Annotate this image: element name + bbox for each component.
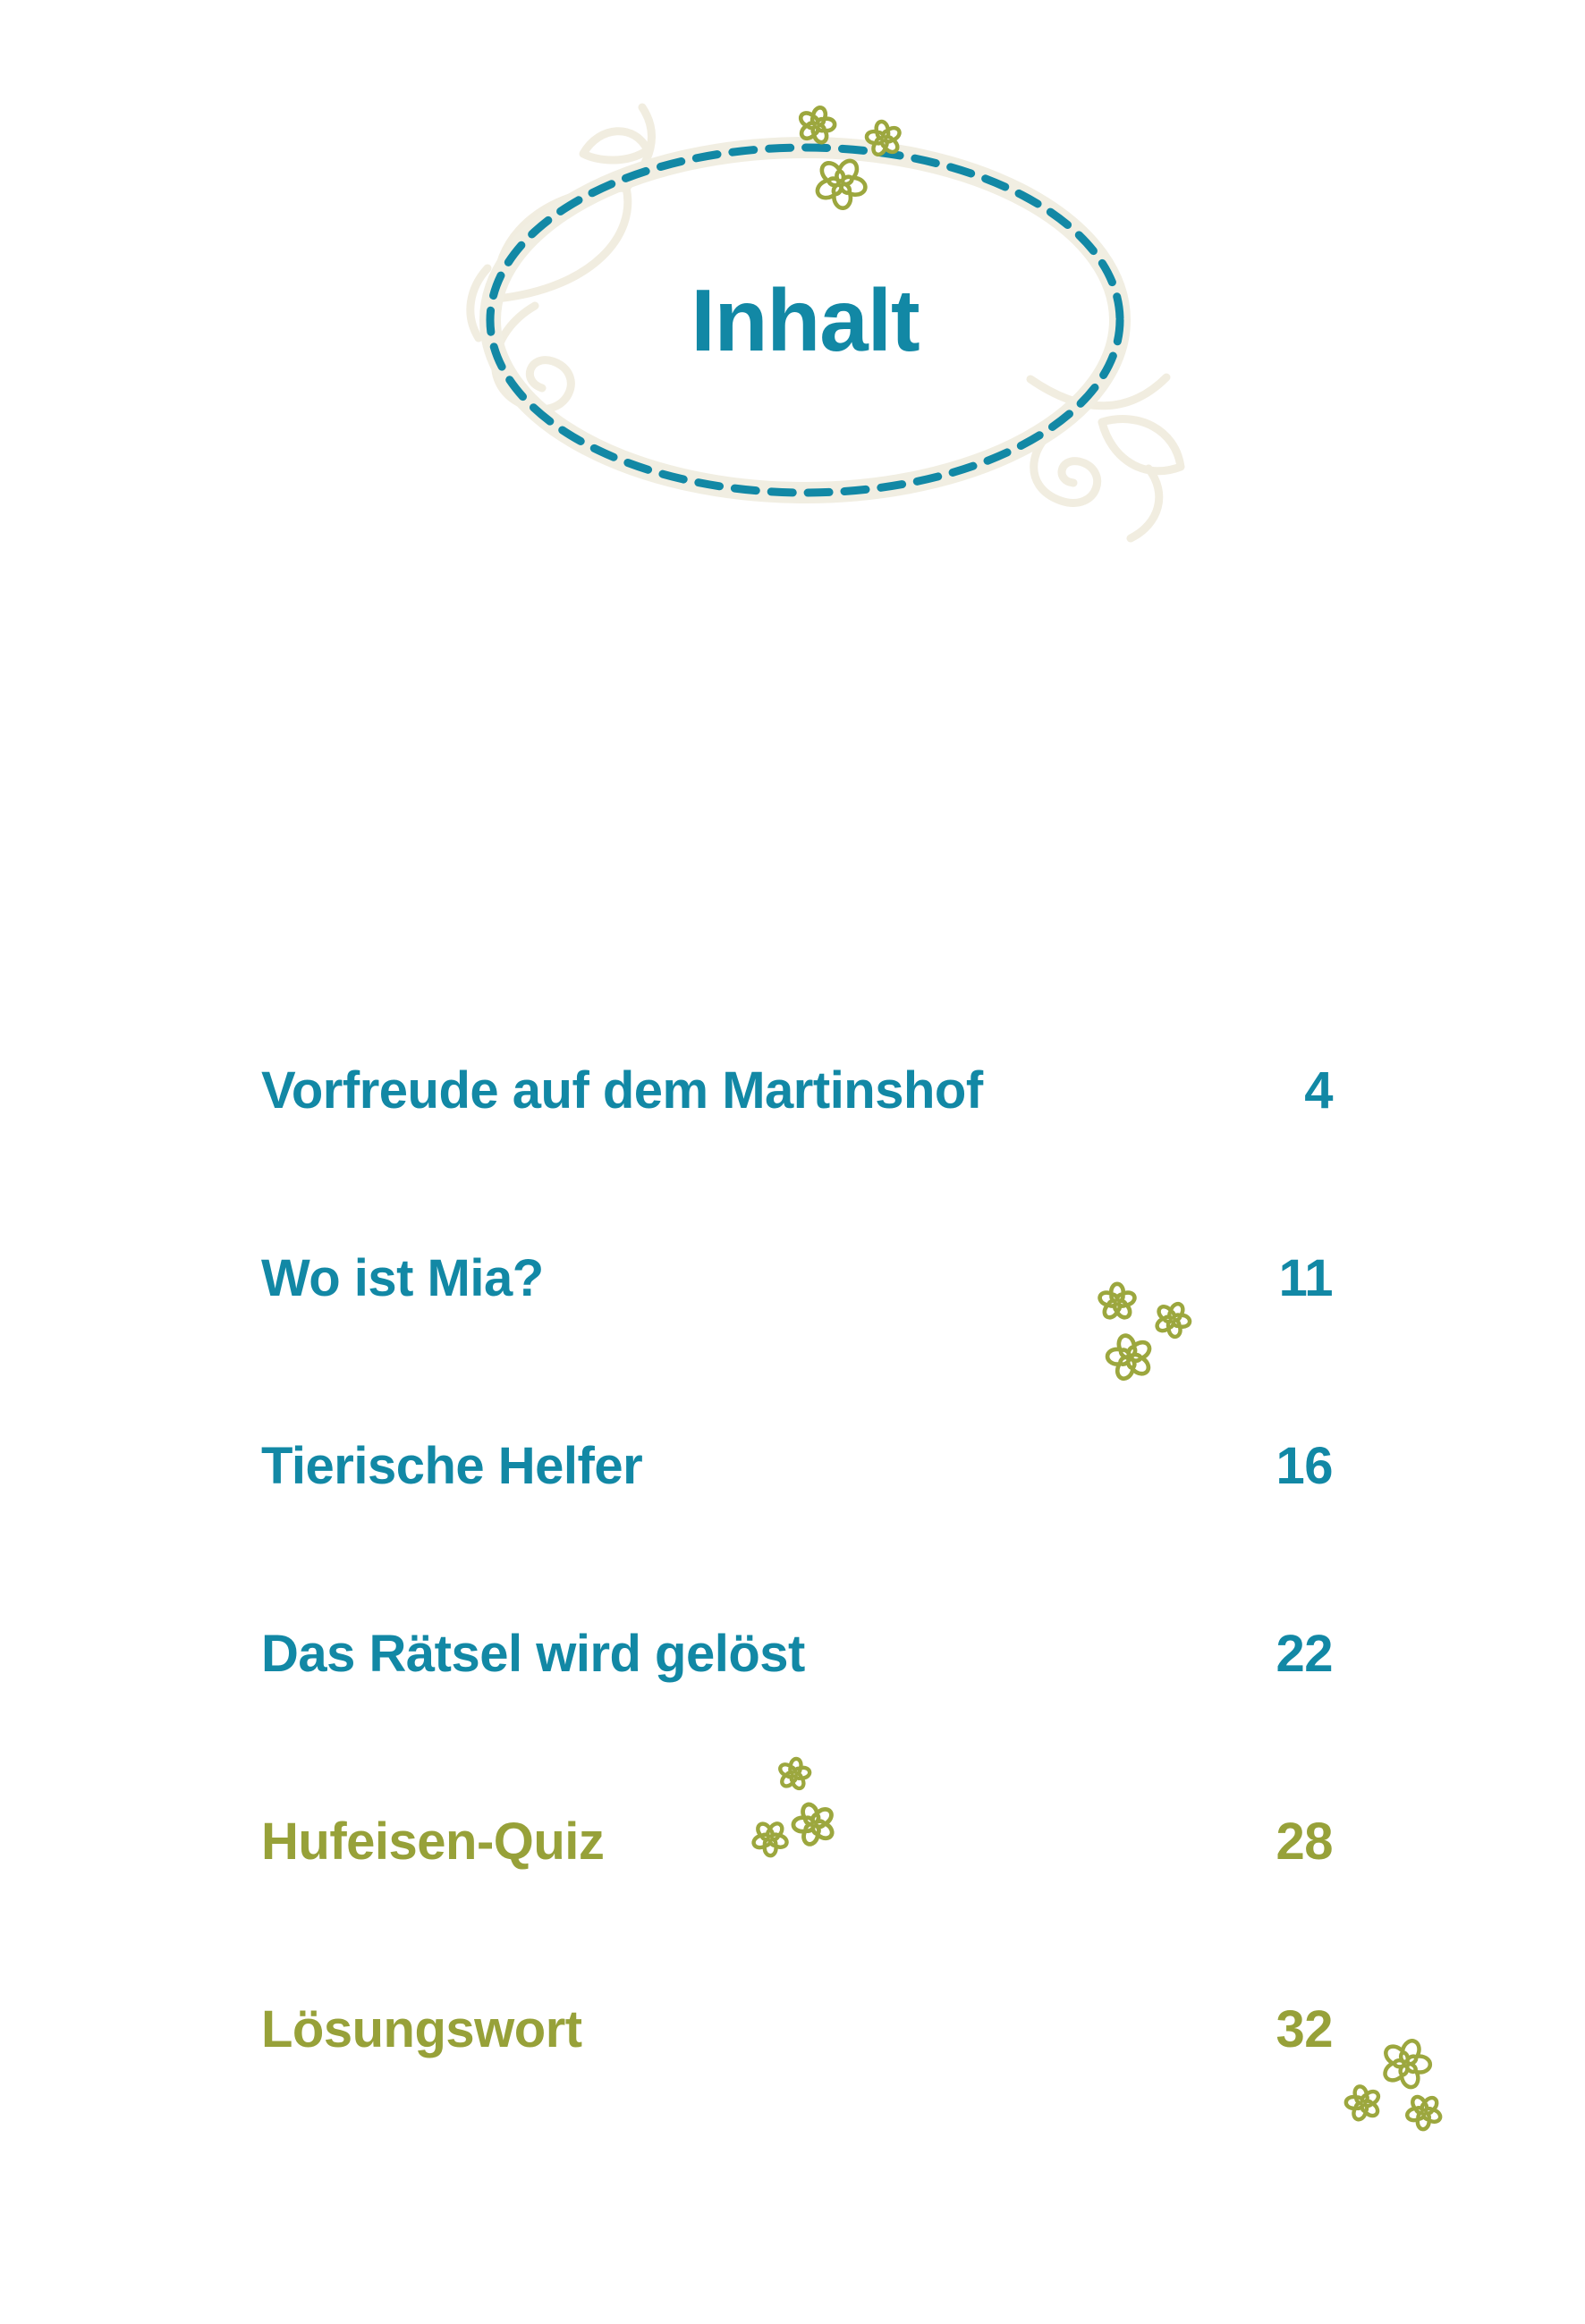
- toc-entry-label: Das Rätsel wird gelöst: [261, 1625, 805, 1683]
- watermark-leaf-swirl-bottom-right: [1026, 373, 1185, 543]
- toc-entry: Das Rätsel wird gelöst 22: [261, 1624, 1333, 1686]
- toc-entry-page-number: 32: [1276, 2000, 1333, 2058]
- toc-entry-label: Wo ist Mia?: [261, 1249, 544, 1307]
- toc-entry-label: Tierische Helfer: [261, 1437, 643, 1495]
- title-ellipse-dashed-border: [486, 143, 1124, 497]
- flower-icon: [1399, 2087, 1449, 2137]
- toc-entry: Lösungswort 32: [261, 1999, 1333, 2062]
- toc-entry-label: Vorfreude auf dem Martinshof: [261, 1061, 983, 1120]
- toc-entry-page-number: 22: [1276, 1625, 1333, 1683]
- flower-icon: [1374, 2032, 1438, 2095]
- toc-entry: Hufeisen-Quiz 28: [261, 1812, 1333, 1874]
- table-of-contents: Vorfreude auf dem Martinshof 4 Wo ist Mi…: [261, 1061, 1334, 2187]
- toc-entry-page-number: 28: [1276, 1813, 1333, 1871]
- flower-icon: [1341, 2082, 1385, 2125]
- flower-cluster-bottom-right: [1341, 2032, 1448, 2137]
- toc-entry-label: Lösungswort: [261, 2000, 582, 2058]
- toc-entry: Vorfreude auf dem Martinshof 4: [261, 1061, 1333, 1123]
- toc-entry: Tierische Helfer 16: [261, 1436, 1333, 1499]
- toc-entry-page-number: 11: [1278, 1249, 1334, 1307]
- toc-entry-page-number: 4: [1304, 1061, 1333, 1120]
- toc-entry: Wo ist Mia? 11: [261, 1248, 1334, 1311]
- page-title: Inhalt: [691, 271, 920, 369]
- toc-entry-page-number: 16: [1276, 1437, 1333, 1495]
- toc-entry-label: Hufeisen-Quiz: [261, 1813, 605, 1871]
